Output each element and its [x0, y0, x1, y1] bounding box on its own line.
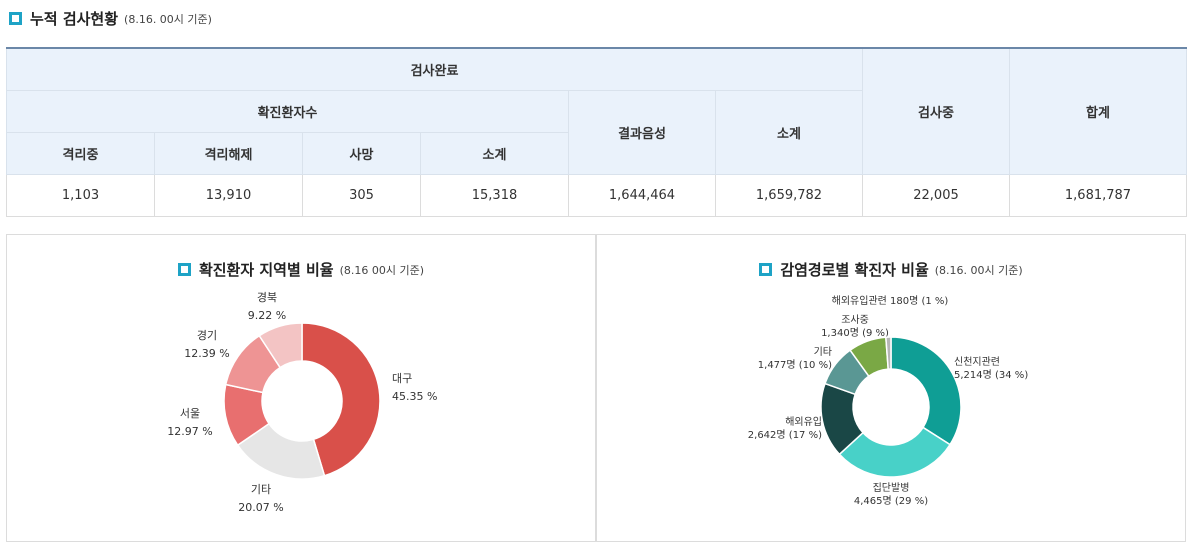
slice-value-label: 45.35 %: [392, 390, 437, 403]
header-negative: 결과음성: [568, 89, 716, 175]
region-chart-title: 확진환자 지역별 비율 (8.16 00시 기준): [7, 259, 595, 280]
cell-negative: 1,644,464: [568, 173, 716, 217]
donut-slice: [258, 322, 303, 369]
header-isolating: 격리중: [6, 131, 155, 175]
region-donut-chart: 대구 45.35 % 기타 20.07 % 서울 12.97 % 경기 12.39 % 경북 9.…: [167, 291, 437, 514]
header-death: 사망: [302, 131, 421, 175]
table-row: 1,103 13,910 305 15,318 1,644,464 1,659,…: [6, 173, 1187, 217]
donut-slice: [301, 322, 381, 477]
header-released: 격리해제: [154, 131, 303, 175]
section-title-text: 누적 검사현황: [30, 10, 119, 28]
square-bullet-icon: [9, 12, 22, 25]
slice-value-label: 20.07 %: [238, 501, 283, 514]
slice-value-label: 12.39 %: [184, 347, 229, 360]
cell-testing: 22,005: [862, 173, 1010, 217]
slice-value-label: 1,477명 (10 %): [758, 359, 832, 371]
header-total: 합계: [1009, 47, 1187, 175]
slice-value-label: 4,465명 (29 %): [854, 495, 928, 507]
slice-label: 집단발병: [873, 482, 910, 494]
slice-value-label: 1,340명 (9 %): [821, 327, 889, 339]
slice-label: 기타: [814, 346, 832, 358]
header-done: 검사완료: [6, 47, 863, 91]
slice-value-label: 2,642명 (17 %): [748, 429, 822, 441]
route-chart-title-text: 감염경로별 확진자 비율: [780, 261, 929, 279]
header-testing: 검사중: [862, 47, 1010, 175]
route-chart-title: 감염경로별 확진자 비율 (8.16. 00시 기준): [597, 259, 1185, 280]
slice-label: 대구: [392, 372, 412, 385]
cell-released: 13,910: [154, 173, 303, 217]
donut-slice: [890, 336, 962, 446]
slice-value-label: 9.22 %: [248, 309, 286, 322]
header-subtotal-2: 소계: [715, 89, 863, 175]
cell-total: 1,681,787: [1009, 173, 1187, 217]
slice-label: 조사중: [841, 314, 869, 326]
square-bullet-icon: [177, 263, 191, 276]
slice-label: 기타: [251, 483, 271, 496]
cell-subtotal-1: 15,318: [420, 173, 569, 217]
header-subtotal-1: 소계: [420, 131, 569, 175]
slice-label: 경기: [197, 329, 217, 342]
cell-isolating: 1,103: [6, 173, 155, 217]
route-chart-panel: 감염경로별 확진자 비율 (8.16. 00시 기준) 신천지관련 5,214명 …: [596, 234, 1186, 542]
donut-slice: [885, 336, 892, 370]
header-confirmed: 확진환자수: [6, 89, 569, 133]
slice-label: 신천지관련: [954, 356, 1000, 368]
region-chart-title-text: 확진환자 지역별 비율: [198, 261, 334, 279]
slice-label: 서울: [180, 407, 200, 420]
section-title: 누적 검사현황 (8.16. 00시 기준): [9, 8, 212, 29]
cell-death: 305: [302, 173, 421, 217]
region-chart-date: (8.16 00시 기준): [339, 263, 425, 277]
cell-subtotal-2: 1,659,782: [715, 173, 863, 217]
route-chart-date: (8.16. 00시 기준): [934, 263, 1023, 277]
region-chart-panel: 확진환자 지역별 비율 (8.16 00시 기준) 대구 45.35 % 기타 20.…: [6, 234, 596, 542]
square-bullet-icon: [759, 263, 773, 276]
donut-slice: [838, 426, 952, 478]
section-title-date: (8.16. 00시 기준): [124, 12, 212, 26]
slice-value-label: 5,214명 (34 %): [954, 369, 1028, 381]
slice-label: 해외유입: [785, 415, 822, 428]
test-status-table: 검사완료 검사중 합계 확진환자수 결과음성 소계 격리중 격리해제 사망 소계…: [6, 47, 1187, 217]
slice-label: 해외유입관련 180명 (1 %): [832, 294, 949, 307]
slice-label: 경북: [257, 291, 277, 304]
slice-value-label: 12.97 %: [167, 425, 212, 438]
